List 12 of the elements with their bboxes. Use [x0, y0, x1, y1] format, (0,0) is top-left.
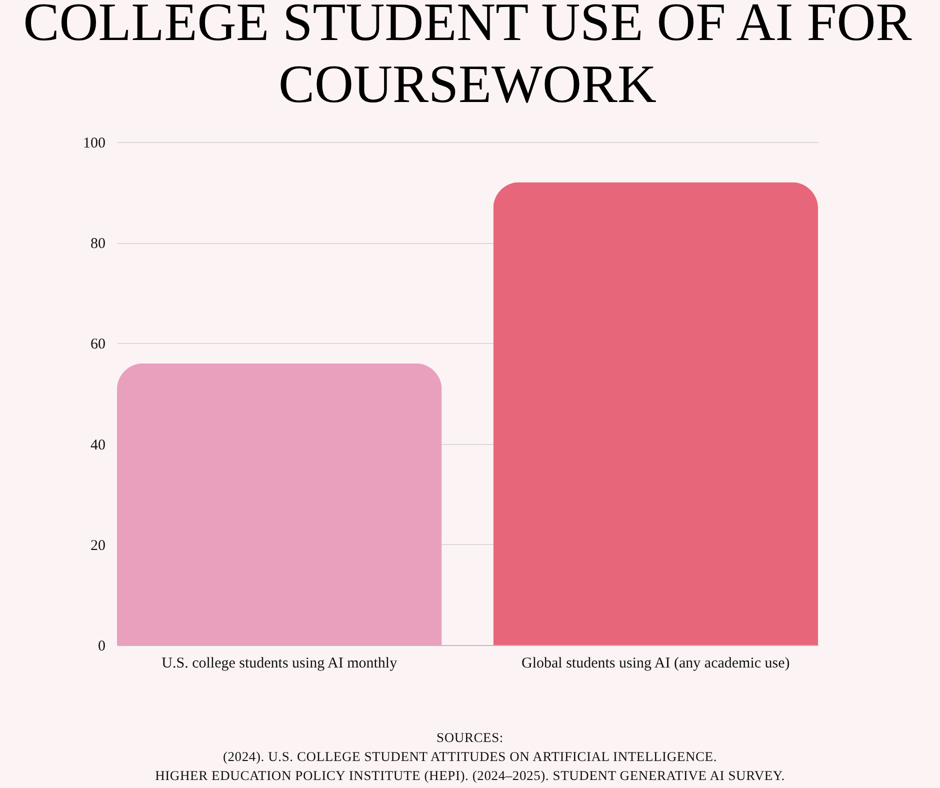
text: (2024). U.S. COLLEGE STUDENT ATTITUDES ON ARTIFICIAL INTELLIGENCE.: [222, 748, 718, 766]
y-tick-label: 100: [83, 136, 106, 152]
x-tick-label: U.S. college students using AI monthly: [162, 656, 398, 672]
y-tick-label: 80: [90, 236, 106, 252]
y-tick-label: 60: [90, 336, 106, 353]
y-tick-label: 20: [90, 538, 106, 554]
y-tick-label: 0: [98, 638, 106, 654]
y-tick-label: 40: [90, 437, 106, 454]
chart-title: COLLEGE STUDENT USE OF AI FOR COURSEWORK: [23, 0, 912, 114]
source-note: SOURCES:: [436, 729, 504, 747]
x-tick-label: Global students using AI (any academic use): [522, 656, 790, 672]
text: HIGHER EDUCATION POLICY INSTITUTE (HEPI). (2024–2025). STUDENT GENERATIVE AI SURVEY.: [154, 767, 786, 785]
